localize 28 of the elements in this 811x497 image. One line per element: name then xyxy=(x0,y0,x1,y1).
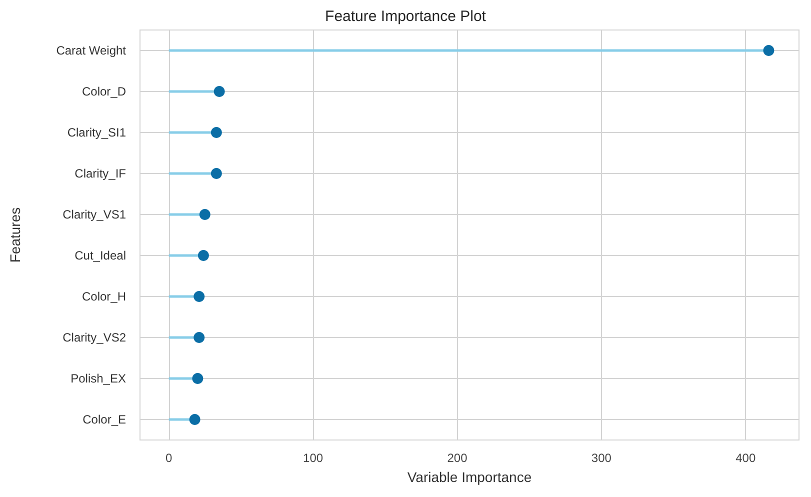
point xyxy=(194,332,205,343)
point xyxy=(194,291,205,302)
point xyxy=(210,127,222,138)
y-tick-label: Cut_Ideal xyxy=(74,248,126,262)
y-tick-label: Color_E xyxy=(82,412,126,426)
x-tick-label: 300 xyxy=(591,451,612,465)
y-tick-label: Color_D xyxy=(82,84,126,98)
chart-title: Feature Importance Plot xyxy=(325,8,487,25)
y-tick-label: Clarity_SI1 xyxy=(67,126,126,140)
point xyxy=(210,168,222,179)
x-tick-label: 0 xyxy=(165,451,172,465)
x-tick-label: 100 xyxy=(303,451,324,465)
point xyxy=(189,414,200,425)
y-tick-label: Clarity_VS2 xyxy=(62,330,126,344)
point xyxy=(214,86,225,97)
x-axis-title: Variable Importance xyxy=(407,469,532,485)
point xyxy=(763,45,774,56)
point xyxy=(192,373,204,384)
y-tick-label: Clarity_IF xyxy=(74,166,126,180)
x-tick-label: 400 xyxy=(736,451,756,465)
point xyxy=(199,209,210,220)
y-tick-label: Clarity_VS1 xyxy=(62,208,126,222)
y-tick-label: Color_H xyxy=(82,290,126,304)
x-tick-label: 200 xyxy=(447,451,468,465)
y-axis-title: Features xyxy=(7,207,23,263)
point xyxy=(198,250,209,261)
y-tick-label: Carat Weight xyxy=(56,44,127,58)
y-tick-label: Polish_EX xyxy=(70,372,126,386)
